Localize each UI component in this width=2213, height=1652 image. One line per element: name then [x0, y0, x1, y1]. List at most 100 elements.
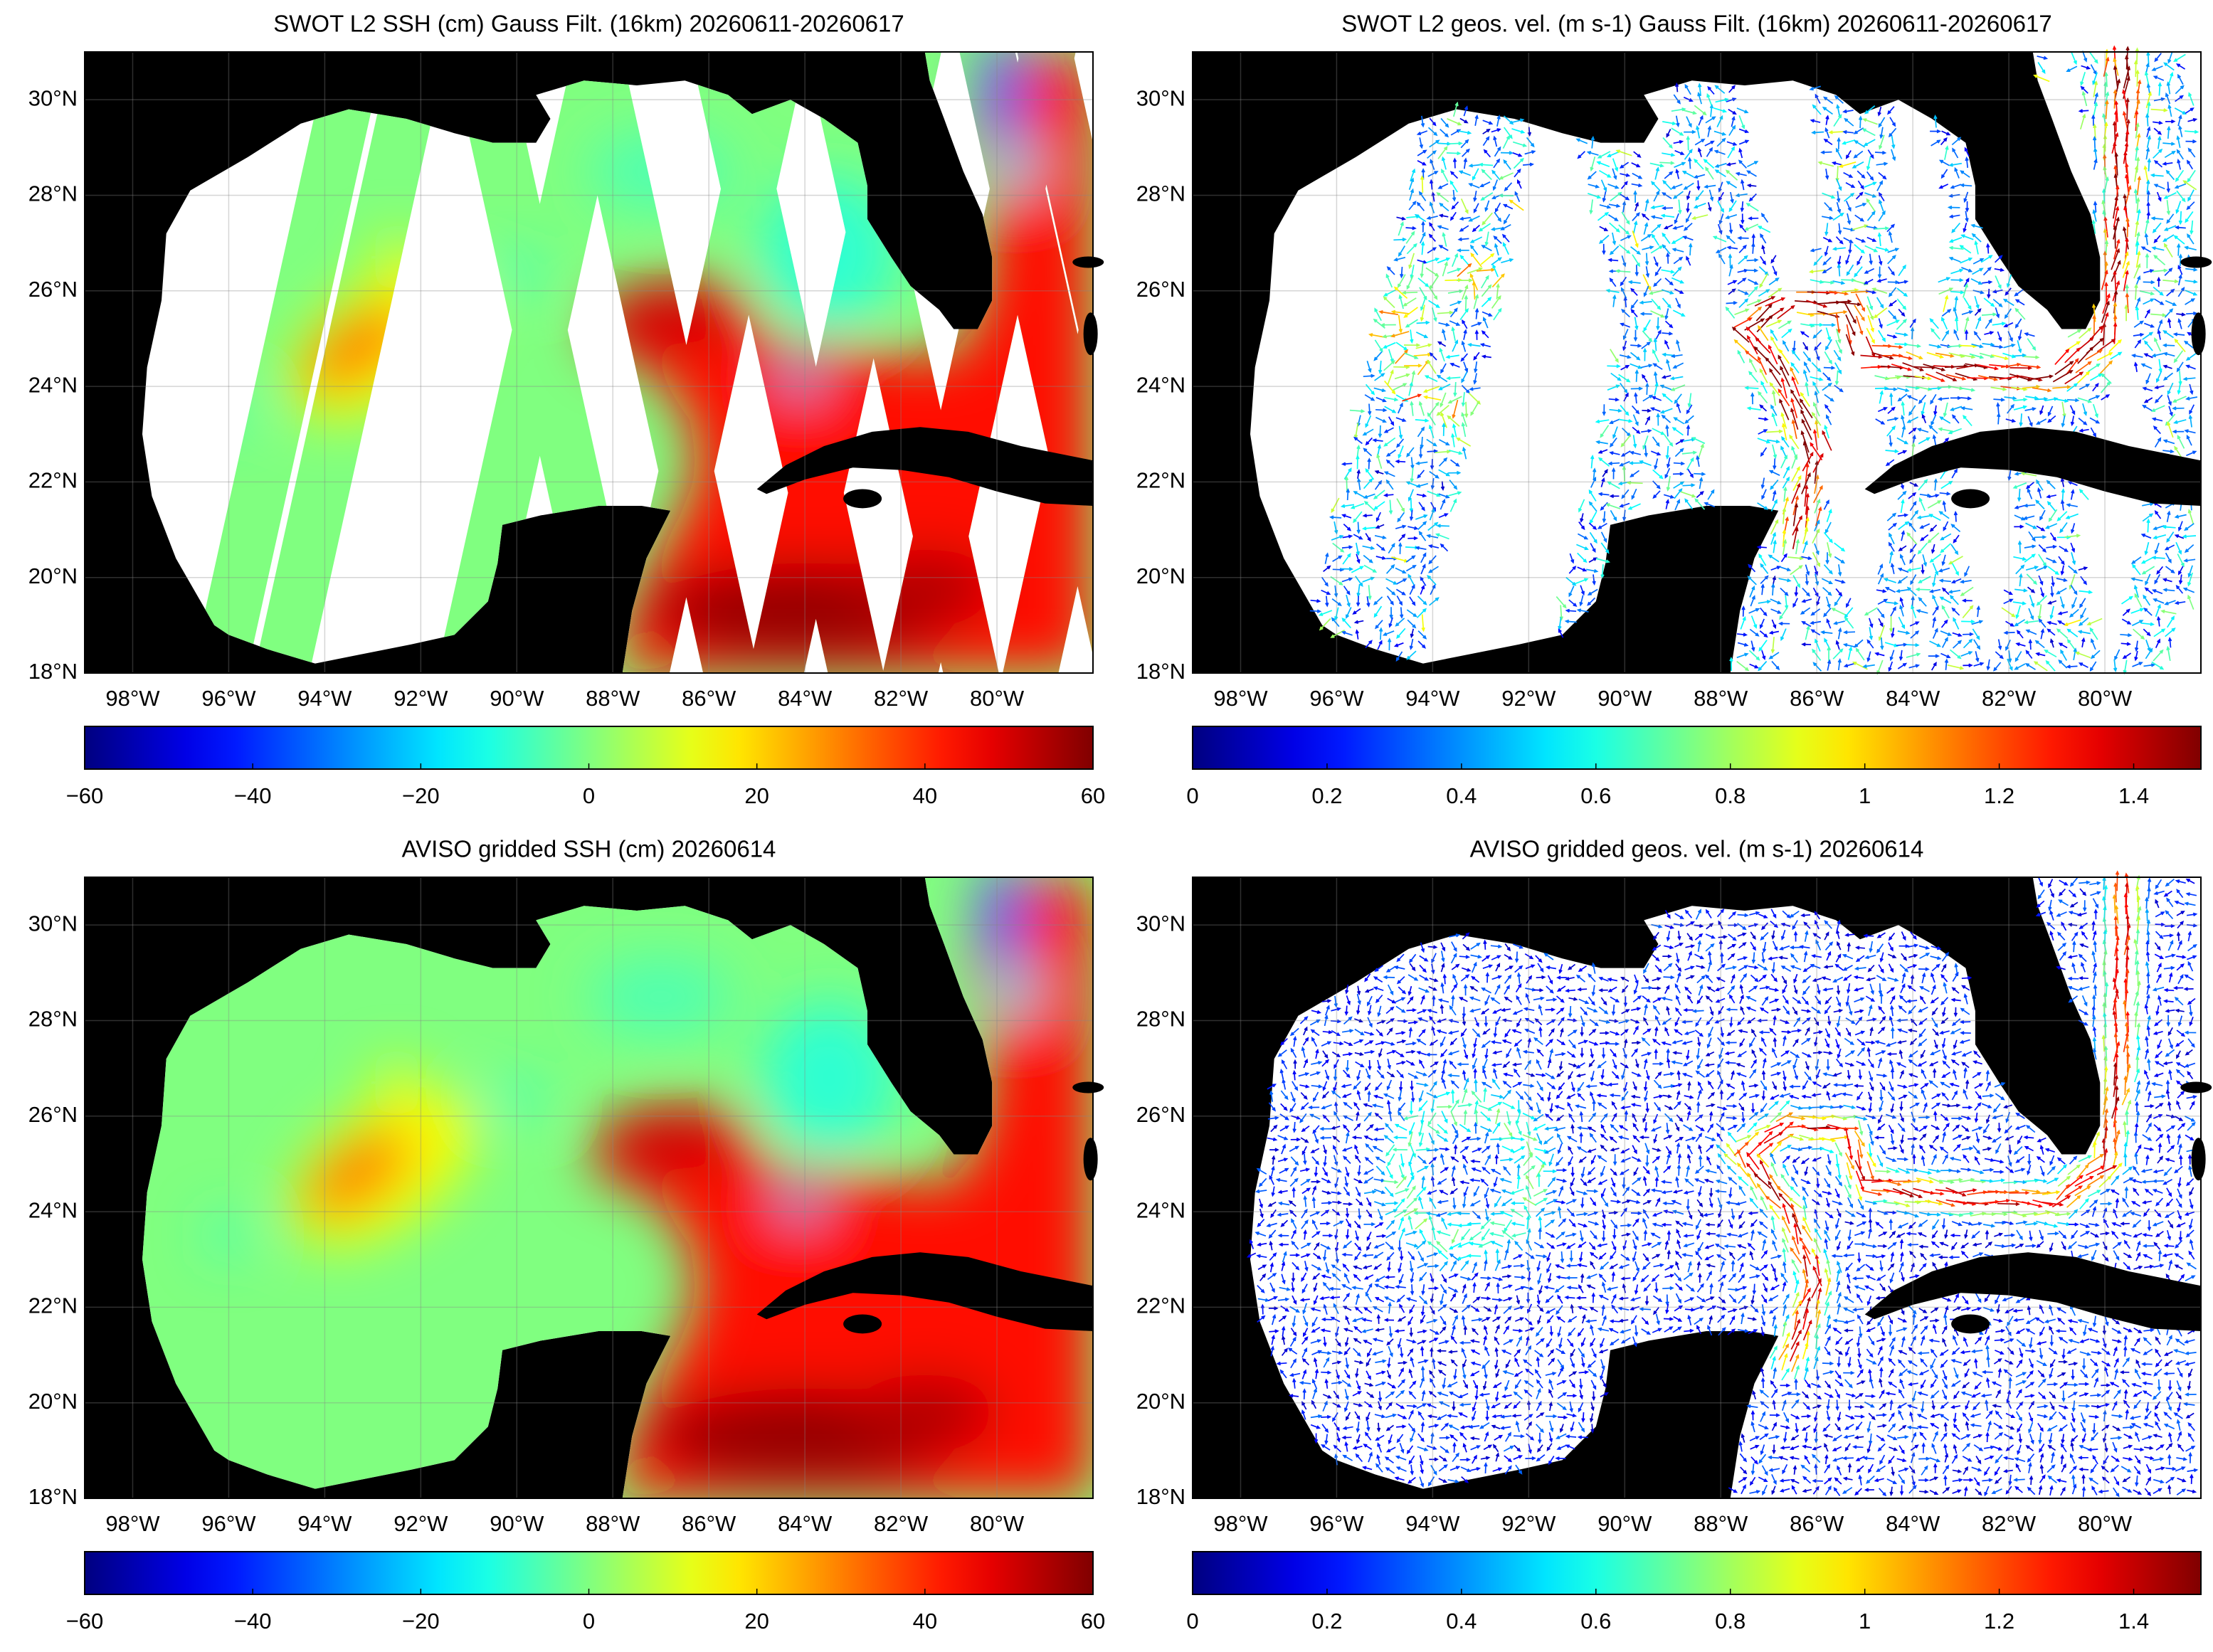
velocity-arrow [1835, 236, 1844, 245]
velocity-arrow [1378, 360, 1383, 375]
velocity-arrow [2125, 217, 2130, 238]
velocity-arrow [2111, 260, 2121, 282]
velocity-arrow [2009, 373, 2032, 382]
velocity-arrow [2155, 370, 2162, 383]
velocity-arrow [1494, 146, 1501, 157]
velocity-arrow [2133, 99, 2140, 119]
colorbar-tick-label: 60 [1081, 783, 1105, 808]
velocity-arrow [1671, 248, 1684, 253]
velocity-arrow [2145, 253, 2150, 269]
velocity-arrow [1941, 130, 1951, 136]
velocity-arrow [1712, 235, 1727, 243]
velocity-arrow [1694, 105, 1707, 116]
velocity-arrow [2135, 250, 2141, 268]
velocity-arrow [1876, 278, 1887, 283]
velocity-arrow [1408, 177, 1415, 190]
velocity-arrow [1420, 115, 1425, 128]
velocity-arrow [2091, 114, 2096, 126]
velocity-arrow [1704, 184, 1716, 189]
velocity-arrow [1855, 237, 1866, 243]
velocity-arrow [2162, 279, 2180, 284]
velocity-arrow [1718, 213, 1724, 225]
velocity-arrow [1620, 322, 1631, 328]
velocity-arrow [1837, 263, 1842, 277]
velocity-arrow [2177, 317, 2182, 329]
velocity-arrow [2014, 307, 2026, 320]
velocity-arrow [1469, 244, 1479, 255]
velocity-arrow [1417, 259, 1428, 264]
velocity-arrow [1758, 356, 1768, 375]
velocity-arrow [2139, 290, 2155, 296]
velocity-arrow [1481, 284, 1492, 297]
velocity-arrow [1661, 375, 1671, 379]
velocity-arrow [2135, 145, 2139, 161]
velocity-arrow [1891, 135, 1896, 149]
velocity-arrow [2136, 175, 2142, 196]
velocity-arrow [1863, 278, 1874, 285]
velocity-arrow [1975, 316, 1982, 329]
velocity-arrow [2177, 158, 2182, 170]
velocity-arrow [2014, 289, 2024, 297]
velocity-arrow [1684, 149, 1693, 160]
velocity-arrow [1390, 309, 1410, 314]
velocity-arrow [1745, 203, 1759, 212]
velocity-arrow [1662, 152, 1676, 157]
velocity-arrow [1615, 269, 1631, 273]
velocity-arrow [1608, 203, 1621, 208]
velocity-arrow [1866, 327, 1875, 344]
velocity-arrow [1501, 233, 1510, 243]
velocity-arrow [1986, 243, 1990, 254]
velocity-arrow [1675, 115, 1680, 127]
velocity-arrow [1374, 307, 1382, 322]
velocity-arrow [1780, 365, 1791, 388]
velocity-arrow [2185, 107, 2194, 115]
velocity-arrow [1854, 140, 1866, 148]
velocity-arrow [1820, 150, 1832, 154]
velocity-arrow [1373, 351, 1383, 361]
velocity-arrow [1831, 161, 1842, 166]
velocity-arrow [1811, 130, 1824, 134]
velocity-arrow [2187, 189, 2194, 202]
velocity-arrow [2143, 353, 2153, 359]
velocity-arrow [2104, 281, 2108, 303]
velocity-arrow [1772, 265, 1778, 276]
velocity-arrow [1437, 341, 1447, 347]
velocity-arrow [1928, 344, 1942, 349]
velocity-arrow [2079, 383, 2091, 391]
velocity-arrow [1483, 149, 1491, 158]
velocity-arrow [1815, 93, 1821, 104]
velocity-arrow [1384, 380, 1396, 395]
velocity-arrow [1833, 114, 1842, 127]
velocity-arrow [1876, 297, 1884, 309]
velocity-arrow [1738, 128, 1750, 134]
velocity-arrow [1641, 341, 1652, 349]
velocity-arrow [1871, 351, 1894, 360]
x-tick-label: 90°W [490, 686, 544, 711]
velocity-arrow [1406, 243, 1417, 255]
velocity-arrow [1633, 190, 1637, 203]
velocity-arrow [1468, 215, 1480, 222]
velocity-arrow [1871, 287, 1888, 295]
velocity-arrow [1858, 115, 1863, 129]
velocity-arrow [1726, 301, 1738, 305]
velocity-arrow [2054, 349, 2070, 365]
velocity-arrow [1855, 315, 1864, 336]
velocity-arrow [1845, 201, 1852, 212]
velocity-arrow [1866, 211, 1876, 221]
velocity-arrow [2178, 125, 2183, 137]
velocity-arrow [1599, 226, 1609, 231]
velocity-arrow [2163, 243, 2173, 258]
velocity-arrow [2122, 260, 2130, 278]
velocity-arrow [1438, 245, 1449, 251]
velocity-arrow [1970, 223, 1983, 229]
velocity-arrow [1429, 201, 1435, 213]
velocity-arrow [1999, 374, 2022, 380]
velocity-arrow [2004, 308, 2012, 319]
velocity-arrow [1832, 280, 1846, 285]
velocity-arrow [1715, 97, 1729, 103]
velocity-arrow [1630, 309, 1638, 317]
velocity-arrow [1642, 245, 1654, 250]
velocity-arrow [1478, 223, 1491, 232]
velocity-arrow [1662, 179, 1672, 191]
velocity-arrow [2143, 340, 2153, 351]
